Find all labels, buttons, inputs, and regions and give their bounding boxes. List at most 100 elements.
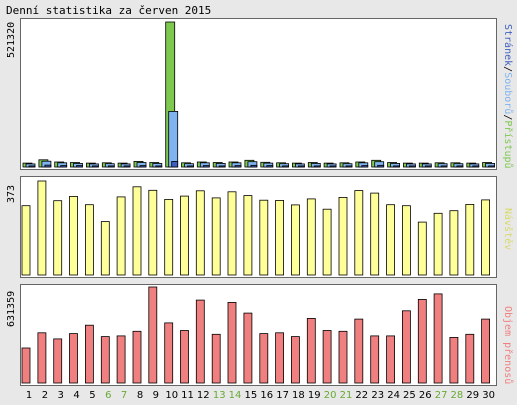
traffic-bar — [354, 318, 364, 384]
traffic-bar — [53, 338, 63, 384]
traffic-bar — [211, 333, 221, 384]
visits-bar — [401, 205, 411, 276]
traffic-bar — [465, 333, 475, 384]
pages-bar — [266, 165, 274, 168]
visits-bar — [53, 200, 63, 276]
traffic-bar — [100, 336, 110, 384]
traffic-bar — [386, 335, 396, 384]
visits-bar — [386, 204, 396, 276]
pages-bar — [329, 165, 337, 168]
chart-title: Denní statistika za červen 2015 — [6, 4, 212, 17]
x-tick-label: 16 — [260, 390, 273, 401]
pages-bar — [187, 165, 194, 168]
visits-bar — [481, 199, 491, 276]
x-tick-label: 3 — [58, 390, 64, 401]
traffic-bar — [370, 335, 380, 384]
pages-bar — [440, 165, 448, 168]
visits-bar — [433, 212, 443, 276]
pages-bar — [345, 165, 353, 168]
visits-bar — [290, 204, 300, 276]
x-tick-label: 1 — [26, 390, 32, 401]
pages-bar — [218, 165, 226, 168]
visits-chart — [21, 180, 491, 276]
visits-bar — [354, 190, 364, 276]
traffic-bar — [85, 324, 94, 384]
pages-bar — [44, 164, 52, 168]
x-tick-label: 24 — [387, 390, 400, 401]
legend-files: Souborů — [502, 72, 513, 115]
x-axis-labels: 1 2 3 4 5 6 7 8 9 10 11 12 13 14 15 16 17 18 19 20 21 22 23 24 2… — [26, 390, 495, 401]
traffic-bar — [481, 318, 491, 384]
visits-bar — [227, 191, 237, 276]
traffic-bar — [180, 330, 189, 384]
visits-bar — [465, 203, 475, 276]
pages-bar — [297, 165, 305, 168]
visits-panel — [20, 176, 497, 278]
visits-bar — [37, 180, 47, 276]
visits-bar — [370, 192, 380, 276]
pages-bar — [234, 165, 242, 168]
traffic-bar — [338, 330, 348, 384]
pages-bar — [155, 165, 163, 168]
x-tick-label: 19 — [308, 390, 321, 401]
x-tick-label: 6 — [105, 390, 111, 401]
visits-bar — [243, 195, 253, 276]
x-tick-label: 17 — [276, 390, 289, 401]
traffic-bar — [259, 333, 269, 384]
traffic-bar — [306, 318, 316, 384]
pages-bar — [488, 165, 496, 168]
visits-bar — [338, 196, 348, 276]
pages-bar — [123, 165, 131, 168]
traffic-bar — [449, 337, 459, 384]
traffic-bar — [37, 332, 47, 384]
traffic-bar — [417, 298, 427, 384]
x-tick-label: 8 — [137, 390, 143, 401]
traffic-bar — [132, 330, 142, 384]
pages-bar — [139, 165, 147, 168]
visits-bar — [148, 189, 158, 276]
x-tick-label: 15 — [245, 390, 258, 401]
hits-y-tick-label: 521320 — [6, 21, 17, 58]
hits-panel — [20, 18, 497, 170]
visits-bar — [275, 199, 285, 276]
visits-bar — [195, 190, 205, 276]
pages-bar — [107, 165, 115, 168]
pages-bar — [361, 165, 369, 168]
visits-y-tick-label: 373 — [6, 184, 17, 203]
visits-bar — [164, 198, 174, 276]
x-tick-label: 23 — [371, 390, 384, 401]
traffic-bar — [401, 310, 411, 384]
traffic-bar — [195, 299, 205, 384]
x-tick-label: 22 — [355, 390, 368, 401]
visits-bar — [85, 204, 94, 276]
traffic-bar — [275, 332, 285, 384]
x-tick-label: 12 — [197, 390, 210, 401]
visits-bar — [69, 195, 78, 276]
x-tick-label: 5 — [89, 390, 95, 401]
pages-bar — [171, 160, 179, 168]
visits-bar — [116, 196, 126, 276]
pages-bar — [60, 165, 68, 168]
x-tick-label: 7 — [121, 390, 127, 401]
x-tick-label: 28 — [451, 390, 464, 401]
visits-bar — [132, 186, 142, 276]
x-tick-label: 14 — [229, 390, 242, 401]
pages-bar — [456, 165, 464, 168]
pages-bar — [393, 165, 401, 168]
pages-bar — [377, 164, 385, 168]
x-tick-label: 20 — [324, 390, 337, 401]
traffic-chart — [21, 286, 491, 384]
x-tick-label: 18 — [292, 390, 305, 401]
visits-bar — [21, 205, 31, 276]
pages-bar — [472, 165, 480, 168]
x-tick-label: 11 — [181, 390, 194, 401]
pages-bar — [250, 164, 258, 168]
x-tick-label: 26 — [419, 390, 432, 401]
x-tick-label: 21 — [340, 390, 353, 401]
traffic-bar — [243, 312, 253, 384]
legend-visits: Návštěv — [502, 208, 513, 251]
pages-bar — [282, 165, 290, 168]
x-tick-label: 9 — [153, 390, 159, 401]
visits-bar — [259, 199, 269, 276]
